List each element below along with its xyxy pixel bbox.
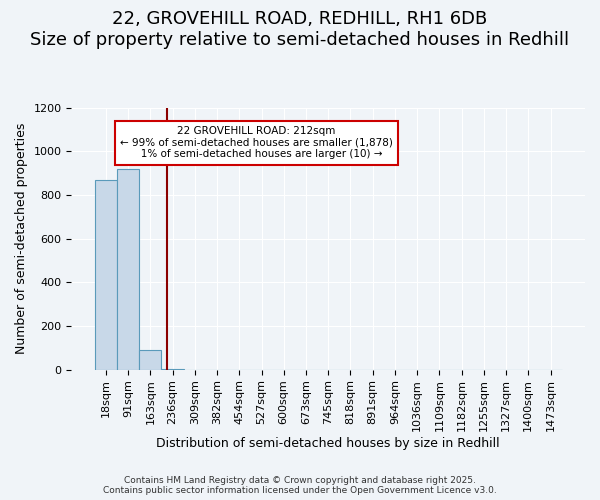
- X-axis label: Distribution of semi-detached houses by size in Redhill: Distribution of semi-detached houses by …: [157, 437, 500, 450]
- Y-axis label: Number of semi-detached properties: Number of semi-detached properties: [15, 123, 28, 354]
- Text: Contains HM Land Registry data © Crown copyright and database right 2025.
Contai: Contains HM Land Registry data © Crown c…: [103, 476, 497, 495]
- Text: 22 GROVEHILL ROAD: 212sqm
← 99% of semi-detached houses are smaller (1,878)
   1: 22 GROVEHILL ROAD: 212sqm ← 99% of semi-…: [120, 126, 393, 160]
- Text: 22, GROVEHILL ROAD, REDHILL, RH1 6DB
Size of property relative to semi-detached : 22, GROVEHILL ROAD, REDHILL, RH1 6DB Siz…: [31, 10, 569, 49]
- Bar: [139, 350, 161, 370]
- Bar: [95, 180, 117, 370]
- Bar: [117, 169, 139, 370]
- Bar: [161, 368, 184, 370]
